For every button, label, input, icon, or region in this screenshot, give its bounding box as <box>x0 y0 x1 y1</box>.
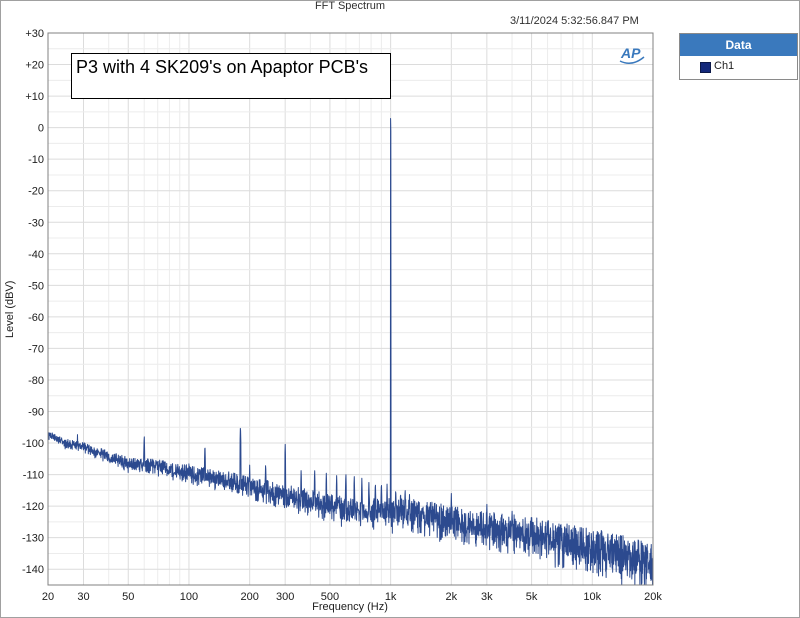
y-tick-label: -20 <box>28 186 44 198</box>
x-tick-label: 500 <box>321 591 339 603</box>
x-tick-label: 30 <box>77 591 89 603</box>
y-tick-label: -120 <box>22 501 44 513</box>
y-tick-label: -110 <box>23 470 44 482</box>
x-tick-label: 300 <box>276 591 294 603</box>
y-tick-label: -80 <box>28 375 44 387</box>
x-axis-ticks: 20 30 50 100 200 300 500 1k 2k 3k 5k 10k 20k <box>42 591 662 603</box>
legend-label: Ch1 <box>714 60 735 72</box>
x-axis-label: Frequency (Hz) <box>312 601 388 613</box>
y-axis-ticks: +30 +20 +10 0 -10 -20 -30 -40 -50 -60 -70 -80 -90 -10… <box>22 28 44 576</box>
y-tick-label: -10 <box>28 154 44 166</box>
x-tick-label: 1k <box>385 591 397 603</box>
y-tick-label: -40 <box>28 249 44 261</box>
x-tick-label: 20 <box>42 591 54 603</box>
annotation-box[interactable]: P3 with 4 SK209's on Apaptor PCB's <box>71 53 391 99</box>
x-tick-label: 3k <box>481 591 493 603</box>
series-ch1 <box>47 117 654 586</box>
legend-header: Data <box>680 34 797 56</box>
y-tick-label: -130 <box>22 533 44 545</box>
ch1-trace <box>47 117 654 586</box>
y-tick-label: +30 <box>25 28 44 40</box>
chart-title: FFT Spectrum <box>314 0 386 12</box>
legend-item-ch1[interactable]: Ch1 <box>680 56 797 78</box>
y-tick-label: +10 <box>25 91 44 103</box>
x-tick-label: 2k <box>446 591 458 603</box>
y-tick-label: +20 <box>25 60 44 72</box>
x-tick-label: 10k <box>583 591 601 603</box>
svg-text:AP: AP <box>620 45 641 61</box>
x-tick-label: 5k <box>526 591 538 603</box>
x-tick-label: 100 <box>180 591 198 603</box>
y-tick-label: -100 <box>22 438 44 450</box>
y-tick-label: -70 <box>28 343 44 355</box>
legend-swatch <box>700 62 711 73</box>
y-tick-label: -140 <box>22 564 44 576</box>
y-tick-label: -30 <box>28 217 44 229</box>
legend-panel[interactable]: Data Ch1 <box>679 33 798 80</box>
y-tick-label: -50 <box>28 280 44 292</box>
y-tick-label: -60 <box>28 312 44 324</box>
y-axis-label: Level (dBV) <box>4 280 16 338</box>
annotation-text: P3 with 4 SK209's on Apaptor PCB's <box>76 57 369 77</box>
ap-logo-icon: AP <box>619 45 645 64</box>
x-tick-label: 20k <box>644 591 662 603</box>
x-tick-label: 50 <box>122 591 134 603</box>
timestamp: 3/11/2024 5:32:56.847 PM <box>510 15 639 27</box>
x-tick-label: 200 <box>240 591 258 603</box>
plot-area-border <box>47 32 654 586</box>
y-tick-label: 0 <box>38 123 44 135</box>
y-tick-label: -90 <box>28 407 44 419</box>
